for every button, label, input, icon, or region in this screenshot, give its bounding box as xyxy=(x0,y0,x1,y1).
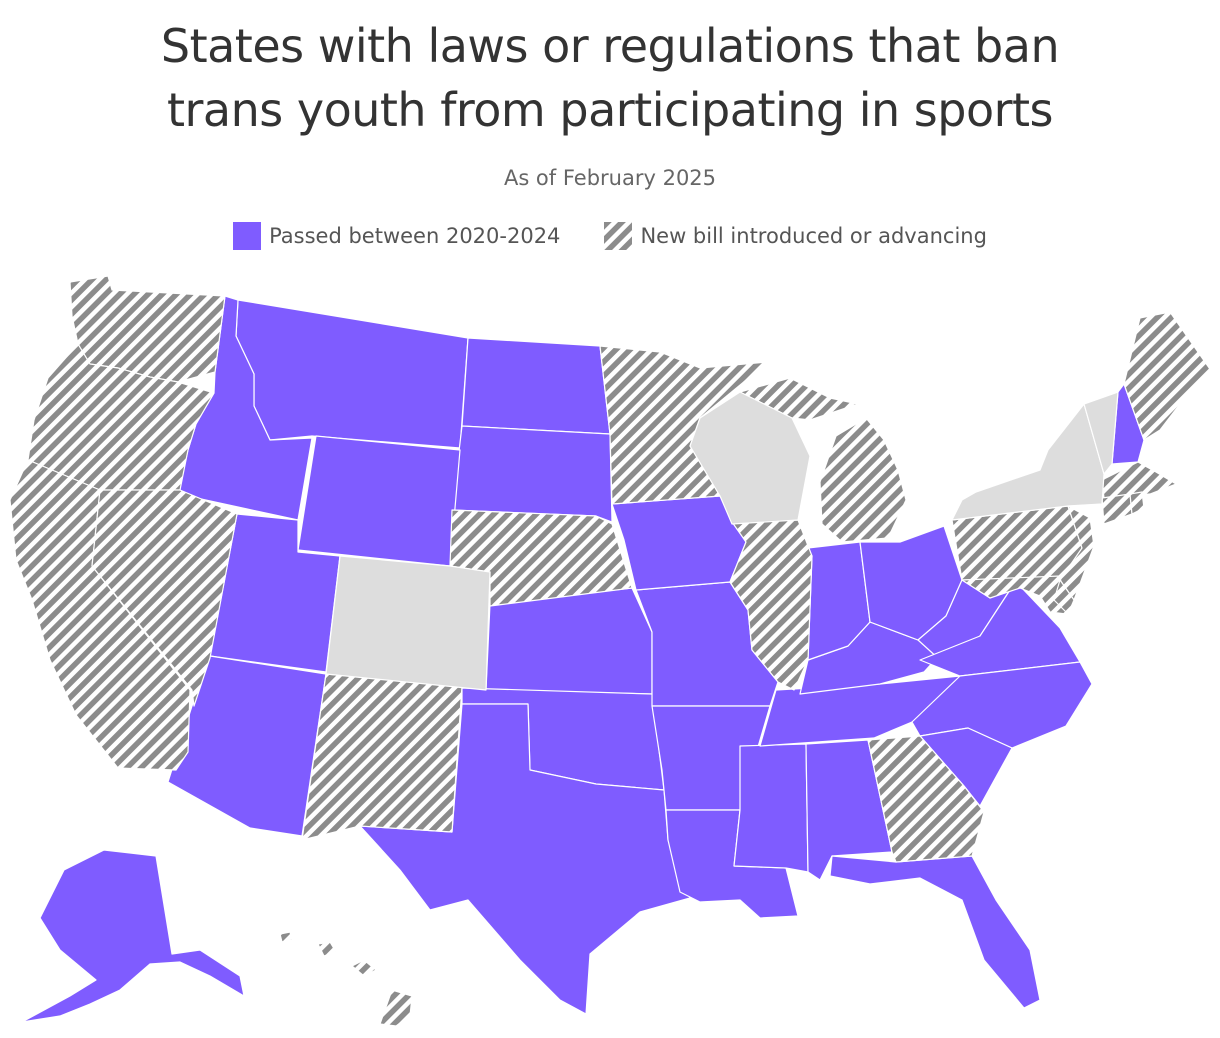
title-line-2: trans youth from participating in sports xyxy=(166,83,1054,137)
legend-label-passed: Passed between 2020-2024 xyxy=(269,224,561,248)
state-ct xyxy=(1101,493,1133,525)
state-wi xyxy=(689,391,811,525)
state-sd xyxy=(451,425,613,523)
legend-item-passed: Passed between 2020-2024 xyxy=(233,222,560,250)
legend: Passed between 2020-2024 New bill introd… xyxy=(0,220,1220,252)
state-ms xyxy=(733,743,809,873)
state-tx xyxy=(359,703,691,1015)
state-me xyxy=(1123,311,1213,441)
state-ak xyxy=(21,849,245,1023)
state-il xyxy=(729,519,813,691)
state-nd xyxy=(461,337,611,435)
state-fl xyxy=(829,855,1041,1009)
state-ga xyxy=(867,735,985,863)
map-subtitle: As of February 2025 xyxy=(503,166,717,190)
map-title: States with laws or regulations that ban… xyxy=(0,14,1220,142)
state-nm xyxy=(301,673,463,841)
legend-swatch-passed xyxy=(233,222,262,250)
title-line-1: States with laws or regulations that ban xyxy=(160,19,1060,73)
legend-item-introduced: New bill introduced or advancing xyxy=(604,222,987,250)
state-mt xyxy=(235,299,469,449)
state-wy xyxy=(297,435,461,567)
legend-swatch-introduced xyxy=(604,222,633,250)
state-ny xyxy=(951,403,1105,521)
state-vt xyxy=(1083,391,1119,475)
state-de xyxy=(1053,579,1075,615)
state-hi xyxy=(279,931,413,1027)
state-or xyxy=(27,343,215,491)
legend-label-introduced: New bill introduced or advancing xyxy=(640,224,987,248)
state-nv xyxy=(91,489,238,707)
state-ri xyxy=(1129,491,1145,515)
state-co xyxy=(325,555,491,691)
